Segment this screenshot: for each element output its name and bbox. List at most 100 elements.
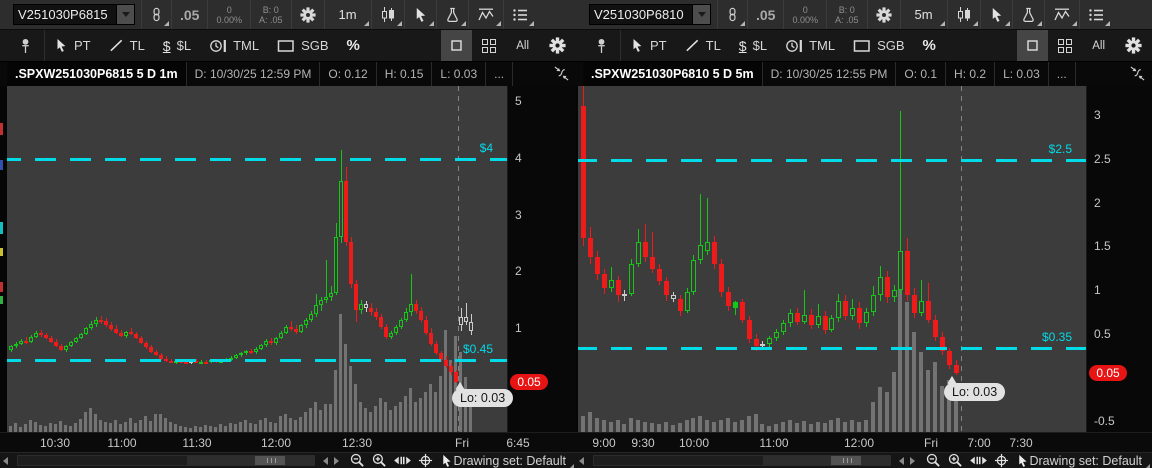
price-axis-tick: -0.5 <box>1094 414 1115 428</box>
time-scrollbar[interactable] <box>17 455 316 466</box>
crosshair-button[interactable] <box>418 453 433 468</box>
snap-mode-icon[interactable] <box>1128 65 1147 82</box>
time-axis-label: 9:00 <box>592 436 616 450</box>
fit-width-button[interactable] <box>394 454 412 467</box>
zoom-in-button[interactable] <box>372 453 387 468</box>
symbol-dropdown-button[interactable] <box>693 4 711 25</box>
price-axis[interactable]: 5 4 3 2 1 0.05 <box>507 86 576 432</box>
link-channel-button[interactable] <box>718 0 748 29</box>
change-display: 0 0.00% <box>784 0 827 29</box>
symbol-dropdown-button[interactable] <box>117 4 135 25</box>
step-right-button[interactable] <box>334 456 340 465</box>
price-axis-tick: 2 <box>515 264 522 278</box>
symbol-input[interactable]: V251030P6815 <box>13 4 117 25</box>
fit-width-button[interactable] <box>970 454 988 467</box>
grid-layout-button[interactable] <box>472 30 506 61</box>
chart-style-button[interactable] <box>372 0 405 29</box>
selection-box-tool-button[interactable]: SGB <box>268 30 337 61</box>
pointer-mode-button[interactable] <box>440 454 453 468</box>
scroll-left-arrow[interactable] <box>579 456 584 465</box>
price-alert-line[interactable] <box>576 347 1086 350</box>
candle <box>705 242 710 251</box>
timeline-tool-button[interactable]: TML <box>776 30 844 61</box>
price-alert-line[interactable] <box>0 359 507 362</box>
time-axis-label: 11:00 <box>759 436 789 450</box>
step-right-button[interactable] <box>910 456 916 465</box>
snap-mode-icon[interactable] <box>552 65 571 82</box>
header-more[interactable]: ... <box>486 62 514 86</box>
price-alert-line[interactable] <box>0 158 507 161</box>
candle <box>374 312 378 317</box>
time-scrollbar[interactable] <box>593 455 892 466</box>
candle <box>29 336 33 343</box>
pin-toolbar-button[interactable] <box>7 30 45 61</box>
chart-plot[interactable]: $2.5 $0.35 <box>576 86 1086 432</box>
price-axis[interactable]: 3 2.5 2 1.5 1 0.5 -0.5 0.05 <box>1086 86 1152 432</box>
crosshair-button[interactable] <box>994 453 1009 468</box>
drawing-set-selector[interactable]: Drawing set: Default <box>453 454 576 468</box>
volume-bar <box>664 422 668 432</box>
chart-settings-button[interactable] <box>292 0 325 29</box>
candle <box>857 307 862 324</box>
toolbar-settings-button[interactable] <box>1115 30 1152 61</box>
header-more[interactable]: ... <box>1049 62 1076 86</box>
single-chart-layout-button[interactable] <box>1017 30 1049 61</box>
step-left-button[interactable] <box>899 456 905 465</box>
chart-settings-button[interactable] <box>868 0 901 29</box>
percent-tool-button[interactable]: % <box>914 30 945 61</box>
candle <box>760 344 765 347</box>
time-axis[interactable]: 10:30 11:00 11:30 12:00 12:30 Fri 6:45 <box>0 432 576 452</box>
toolbar-settings-button[interactable] <box>539 30 576 61</box>
trendline-tool-button[interactable]: TL <box>676 30 730 61</box>
apply-all-button[interactable]: All <box>1082 30 1115 61</box>
pin-toolbar-button[interactable] <box>583 30 621 61</box>
link-channel-button[interactable] <box>142 0 172 29</box>
step-left-button[interactable] <box>323 456 329 465</box>
single-chart-layout-button[interactable] <box>441 30 473 61</box>
drawing-set-selector[interactable]: Drawing set: Default <box>1029 454 1152 468</box>
grid-layout-button[interactable] <box>1048 30 1082 61</box>
change-percent: 0.00% <box>216 14 242 25</box>
timeframe-button[interactable]: 1m <box>325 0 372 29</box>
candle <box>319 299 323 306</box>
volume-bar <box>174 424 177 432</box>
time-axis-label: 11:30 <box>182 436 212 450</box>
pointer-mode-button[interactable] <box>1016 454 1029 468</box>
timeframe-label: 5m <box>914 7 933 22</box>
time-axis-label: 7:00 <box>967 436 991 450</box>
price-level-tool-button[interactable]: $ $L <box>730 30 776 61</box>
volume-bar <box>324 404 327 432</box>
cursor-tool-button[interactable] <box>981 0 1013 29</box>
selection-box-tool-button[interactable]: SGB <box>844 30 913 61</box>
studies-button[interactable] <box>1013 0 1045 29</box>
apply-all-button[interactable]: All <box>506 30 539 61</box>
patterns-button[interactable] <box>469 0 504 29</box>
zoom-in-button[interactable] <box>948 453 963 468</box>
volume-bar <box>244 420 247 432</box>
price-alert-line[interactable] <box>576 159 1086 162</box>
chart-style-button[interactable] <box>948 0 981 29</box>
patterns-button[interactable] <box>1045 0 1080 29</box>
scrollbar-thumb[interactable] <box>255 456 285 465</box>
scroll-left-arrow[interactable] <box>3 456 8 465</box>
price-level-tool-button[interactable]: $ $L <box>154 30 200 61</box>
pointer-tool-button[interactable]: PT <box>45 30 100 61</box>
cursor-tool-button[interactable] <box>405 0 437 29</box>
chart-menu-button[interactable] <box>1080 0 1112 29</box>
pointer-tool-button[interactable]: PT <box>621 30 676 61</box>
timeframe-button[interactable]: 5m <box>901 0 948 29</box>
chart-plot[interactable]: $4 $0.45 <box>0 86 507 432</box>
zoom-out-button[interactable] <box>926 453 941 468</box>
chart-menu-button[interactable] <box>504 0 536 29</box>
volume-bar <box>179 426 182 432</box>
studies-button[interactable] <box>437 0 469 29</box>
percent-tool-button[interactable]: % <box>338 30 369 61</box>
trendline-tool-button[interactable]: TL <box>100 30 154 61</box>
volume-bar <box>229 423 232 432</box>
scrollbar-thumb[interactable] <box>831 456 861 465</box>
time-axis[interactable]: 9:00 9:30 10:00 11:00 12:00 Fri 7:00 7:30 <box>576 432 1152 452</box>
candle <box>871 294 876 313</box>
timeline-tool-button[interactable]: TML <box>200 30 268 61</box>
symbol-input[interactable]: V251030P6810 <box>589 4 693 25</box>
zoom-out-button[interactable] <box>350 453 365 468</box>
